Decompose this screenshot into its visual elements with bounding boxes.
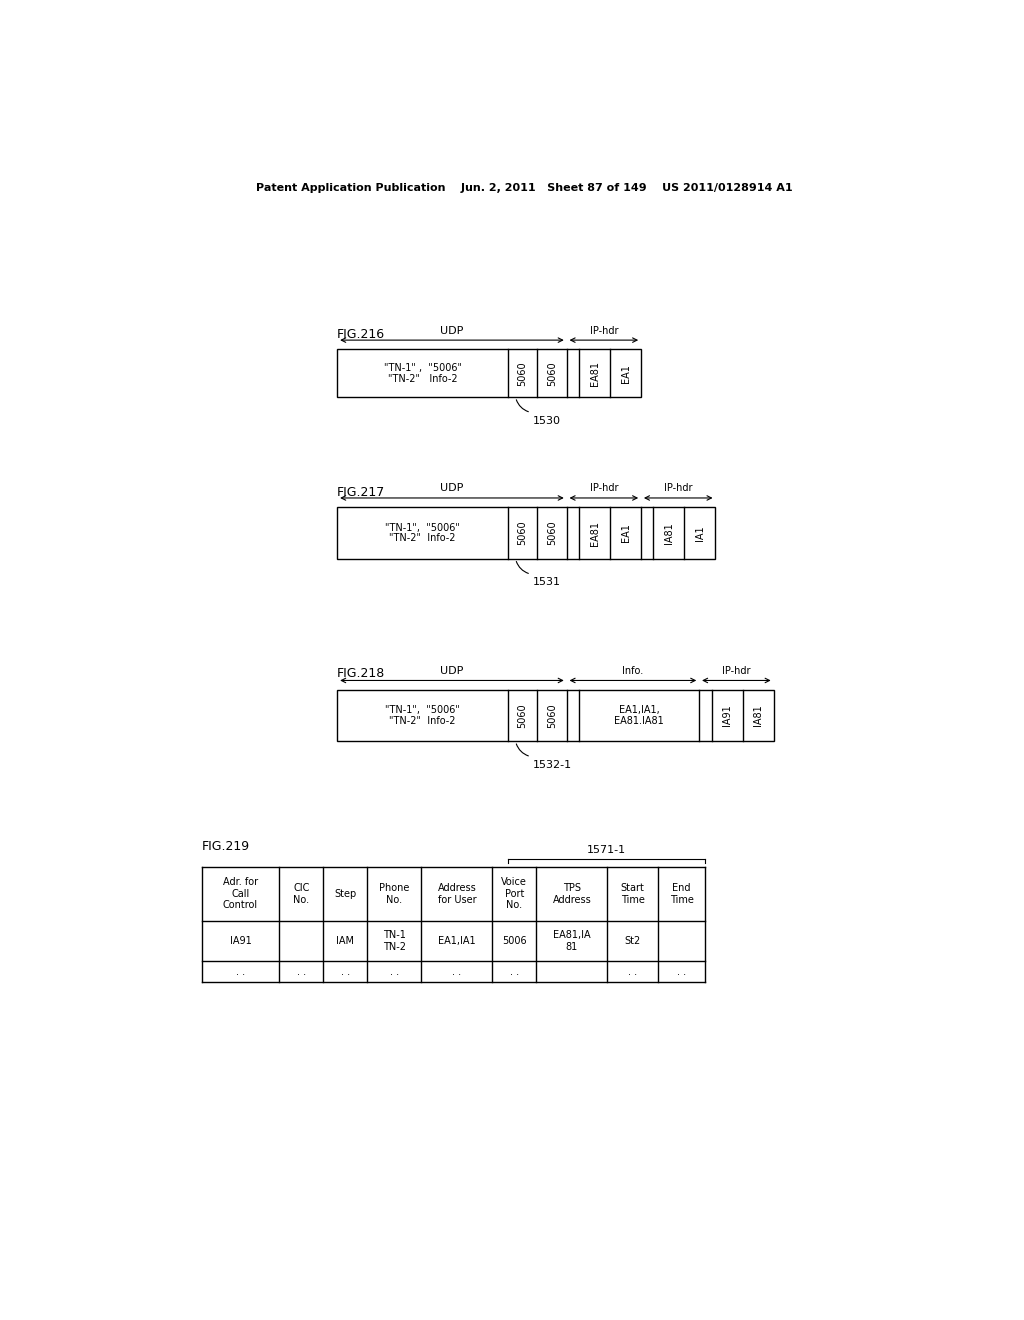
Bar	[337, 507, 716, 558]
Text: Patent Application Publication    Jun. 2, 2011   Sheet 87 of 149    US 2011/0128: Patent Application Publication Jun. 2, 2…	[256, 182, 794, 193]
Text: Voice
Port
No.: Voice Port No.	[502, 878, 527, 911]
Text: . .: . .	[677, 966, 686, 977]
Text: 5060: 5060	[547, 360, 557, 385]
Text: IA1: IA1	[695, 525, 705, 541]
Text: "TN-2"  Info-2: "TN-2" Info-2	[389, 533, 456, 544]
Text: IP-hdr: IP-hdr	[590, 326, 618, 335]
Text: EA81: EA81	[590, 520, 599, 545]
Bar	[337, 350, 641, 397]
Text: TPS
Address: TPS Address	[553, 883, 591, 904]
Text: "TN-1" ,  "5006": "TN-1" , "5006"	[384, 363, 462, 372]
Text: FIG.216: FIG.216	[337, 327, 385, 341]
Text: 5060: 5060	[517, 704, 527, 727]
Text: Start
Time: Start Time	[621, 883, 645, 904]
Text: 5060: 5060	[547, 704, 557, 727]
Text: 5006: 5006	[502, 936, 526, 945]
Text: IA81: IA81	[753, 705, 763, 726]
Text: EA81.IA81: EA81.IA81	[614, 715, 664, 726]
Text: IA91: IA91	[722, 705, 732, 726]
Text: EA1: EA1	[621, 364, 631, 383]
Text: EA81: EA81	[590, 360, 599, 385]
Text: FIG.217: FIG.217	[337, 486, 385, 499]
Bar	[337, 689, 773, 742]
Text: UDP: UDP	[440, 483, 464, 494]
Text: . .: . .	[453, 966, 462, 977]
Text: IP-hdr: IP-hdr	[590, 483, 618, 494]
Text: EA1,IA1,: EA1,IA1,	[618, 705, 659, 715]
Text: Adr. for
Call
Control: Adr. for Call Control	[223, 878, 258, 911]
Text: "TN-1",  "5006": "TN-1", "5006"	[385, 705, 460, 715]
Text: CIC
No.: CIC No.	[293, 883, 309, 904]
Text: EA81,IA
81: EA81,IA 81	[553, 929, 591, 952]
Text: IA91: IA91	[229, 936, 251, 945]
Text: . .: . .	[297, 966, 306, 977]
Text: 1571-1: 1571-1	[587, 845, 626, 855]
Text: IP-hdr: IP-hdr	[664, 483, 692, 494]
Text: IAM: IAM	[336, 936, 354, 945]
Text: Address
for User: Address for User	[437, 883, 476, 904]
Text: UDP: UDP	[440, 326, 464, 335]
Text: . .: . .	[341, 966, 350, 977]
Text: IA81: IA81	[664, 523, 674, 544]
Text: . .: . .	[236, 966, 245, 977]
Text: Info.: Info.	[623, 665, 643, 676]
Text: "TN-2"   Info-2: "TN-2" Info-2	[388, 374, 458, 384]
Text: St2: St2	[625, 936, 641, 945]
Text: 1531: 1531	[532, 577, 560, 587]
Text: "TN-2"  Info-2: "TN-2" Info-2	[389, 715, 456, 726]
Text: IP-hdr: IP-hdr	[722, 665, 751, 676]
Text: End
Time: End Time	[670, 883, 693, 904]
Text: 5060: 5060	[547, 520, 557, 545]
Text: TN-1
TN-2: TN-1 TN-2	[383, 929, 406, 952]
Text: . .: . .	[510, 966, 519, 977]
Text: EA1: EA1	[621, 524, 631, 543]
Text: 5060: 5060	[517, 360, 527, 385]
Text: 1532-1: 1532-1	[532, 760, 571, 770]
Text: EA1,IA1: EA1,IA1	[438, 936, 476, 945]
Text: . .: . .	[628, 966, 637, 977]
Text: FIG.218: FIG.218	[337, 667, 385, 680]
Text: Step: Step	[334, 888, 356, 899]
Text: Phone
No.: Phone No.	[379, 883, 410, 904]
Text: . .: . .	[390, 966, 399, 977]
Text: 5060: 5060	[517, 520, 527, 545]
Text: FIG.219: FIG.219	[202, 840, 250, 853]
Text: "TN-1",  "5006": "TN-1", "5006"	[385, 523, 460, 532]
Text: UDP: UDP	[440, 665, 464, 676]
Text: 1530: 1530	[532, 416, 560, 425]
